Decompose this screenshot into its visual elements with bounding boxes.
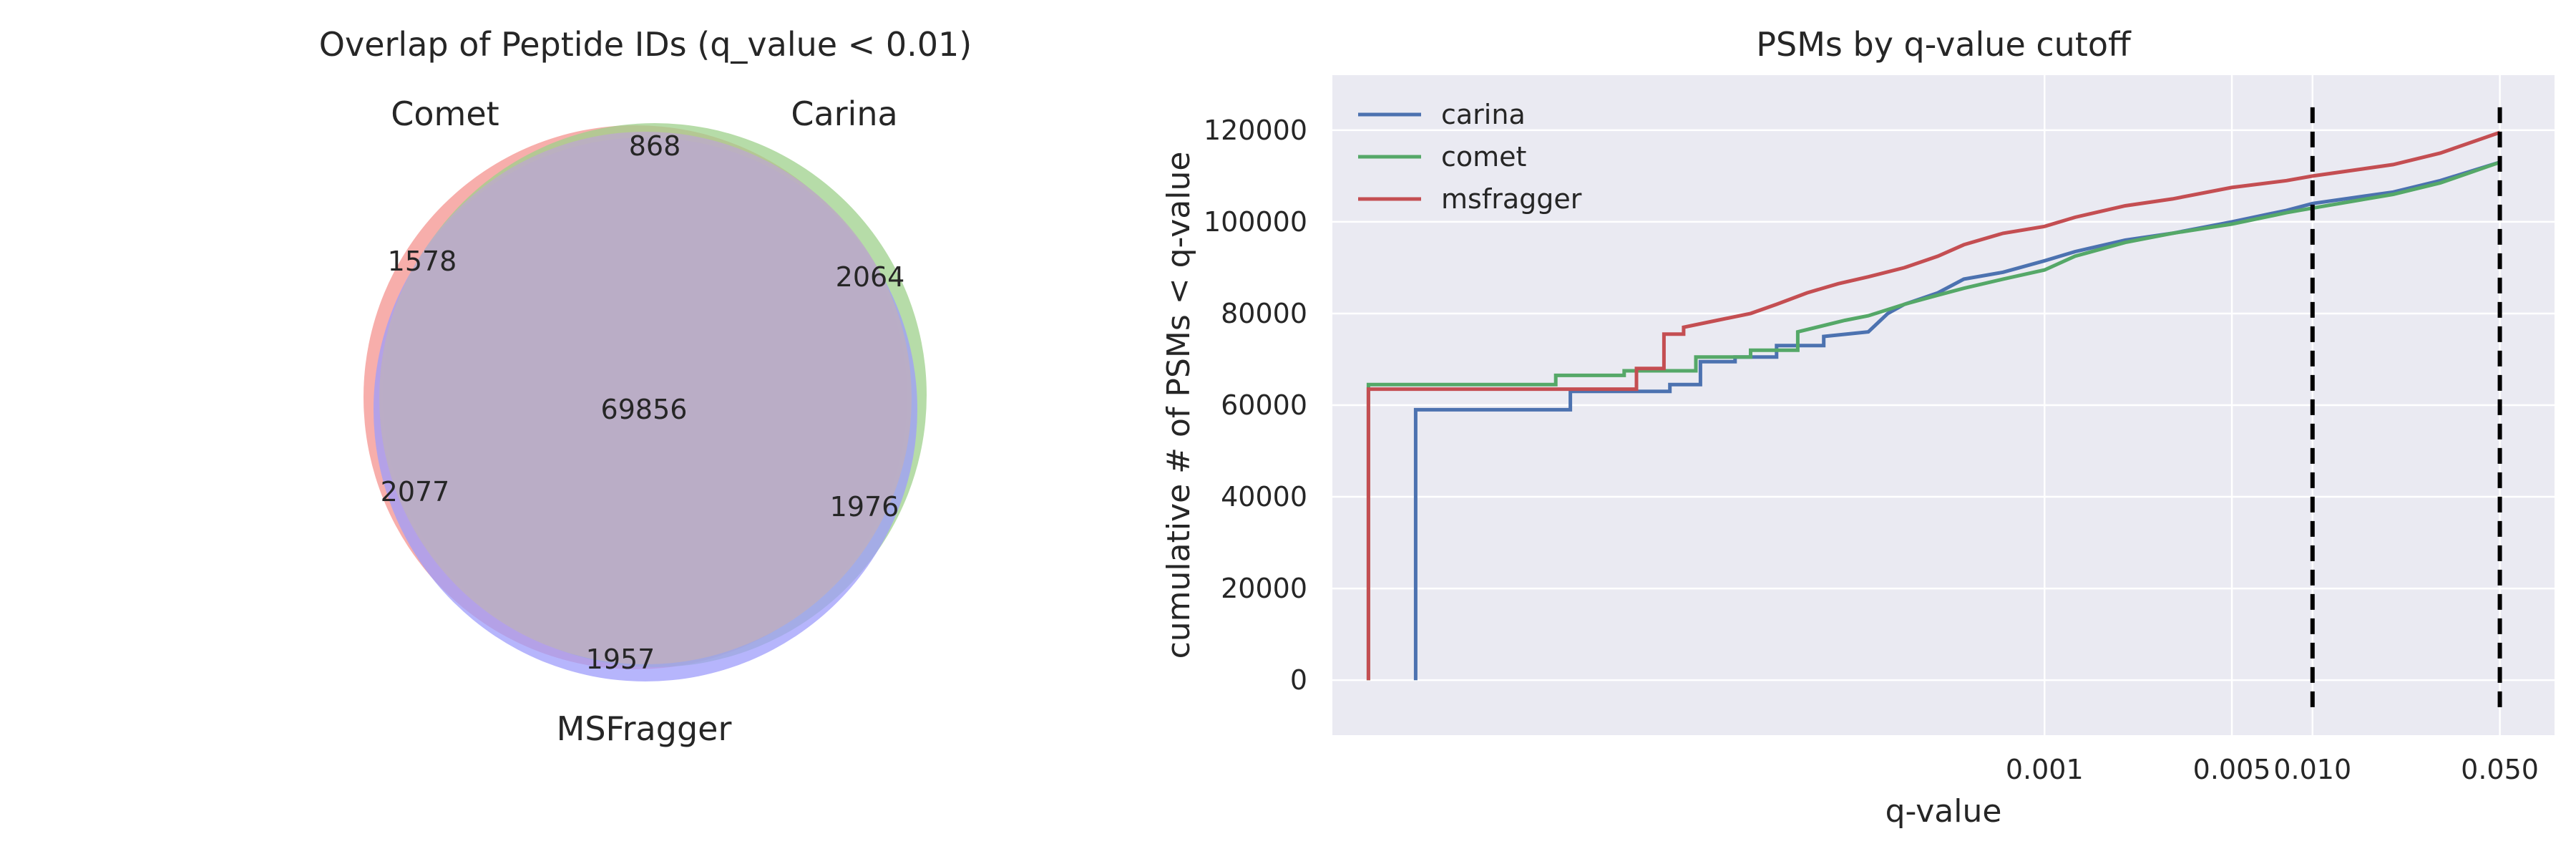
x-tick-label: 0.010 (2273, 754, 2351, 785)
venn-count-comet-msfragger: 2077 (381, 476, 450, 508)
series-line-msfragger (1366, 130, 2501, 681)
venn-center-overlap (379, 132, 912, 664)
y-axis-label: cumulative # of PSMs < q-value (1161, 152, 1197, 659)
x-axis-label: q-value (1885, 793, 2002, 830)
y-tick-label: 0 (1290, 664, 1307, 696)
line-chart-title: PSMs by q-value cutoff (1756, 25, 2132, 64)
legend-label-msfragger: msfragger (1441, 183, 1582, 215)
venn-count-carina-only: 2064 (836, 261, 905, 293)
y-tick-label: 20000 (1221, 573, 1307, 604)
y-tick-label: 40000 (1221, 481, 1307, 513)
cutoff-lines (2310, 107, 2502, 708)
series-lines (1366, 130, 2501, 681)
series-line-comet (1366, 160, 2501, 681)
venn-set-label-comet: Comet (391, 94, 499, 133)
y-tick-label: 100000 (1204, 206, 1307, 238)
venn-count-carina-msfragger: 1976 (830, 491, 899, 523)
legend-label-comet: comet (1441, 141, 1526, 173)
line-chart-panel: PSMs by q-value cutoff 0.001 0.005 0.010 0.… (1161, 25, 2555, 830)
y-tick-label: 120000 (1204, 115, 1307, 146)
y-gridlines (1332, 129, 2555, 681)
series-line-carina (1413, 160, 2501, 681)
y-tick-label: 80000 (1221, 298, 1307, 329)
venn-count-all-three: 69856 (601, 394, 688, 425)
venn-count-comet-carina: 868 (629, 130, 681, 162)
y-tick-labels: 0 20000 40000 60000 80000 100000 120000 (1204, 115, 1307, 696)
x-tick-label: 0.005 (2193, 754, 2271, 785)
y-tick-label: 60000 (1221, 389, 1307, 421)
x-tick-label: 0.001 (2006, 754, 2084, 785)
venn-title: Overlap of Peptide IDs (q_value < 0.01) (319, 25, 972, 64)
venn-count-comet-only: 1578 (388, 246, 457, 277)
venn-panel: Overlap of Peptide IDs (q_value < 0.01) … (319, 25, 972, 748)
x-tick-labels: 0.001 0.005 0.010 0.050 (2006, 754, 2539, 785)
legend-label-carina: carina (1441, 99, 1526, 130)
legend: carina comet msfragger (1358, 99, 1582, 215)
venn-set-label-carina: Carina (791, 94, 897, 133)
venn-set-label-msfragger: MSFragger (557, 709, 732, 748)
x-tick-label: 0.050 (2461, 754, 2539, 785)
venn-count-msfragger-only: 1957 (586, 644, 655, 675)
